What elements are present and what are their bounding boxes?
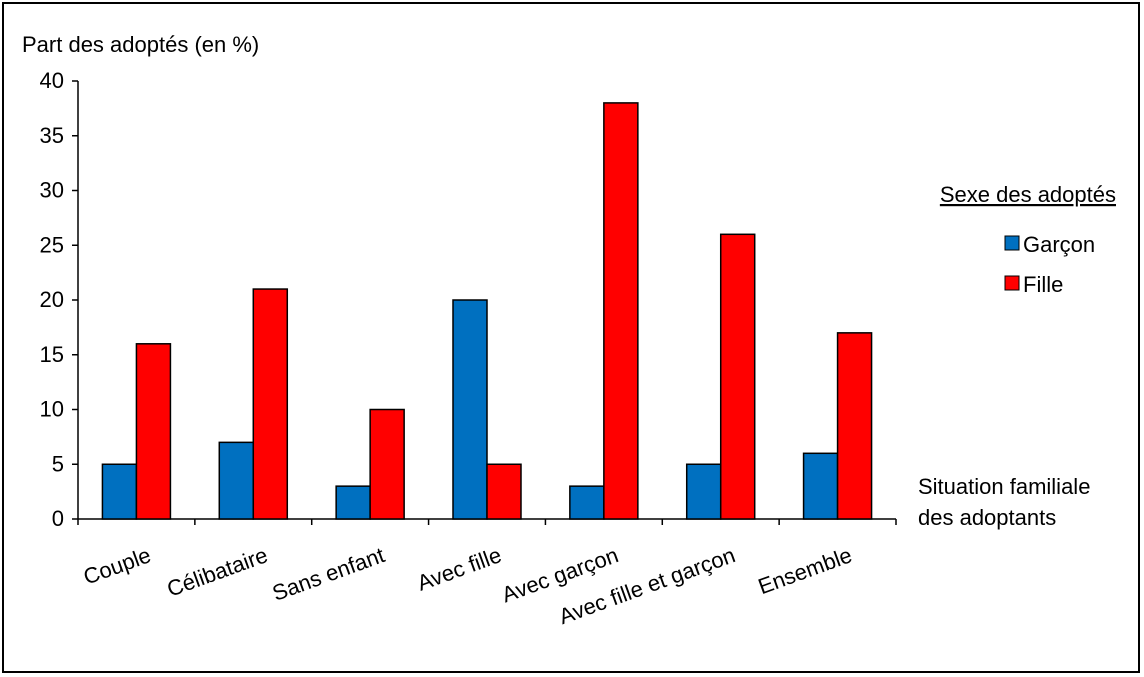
- y-tick-label: 20: [40, 287, 64, 312]
- legend: Garçon Fille: [1004, 232, 1095, 297]
- x-tick-label: Célibataire: [164, 542, 271, 601]
- legend-label: Fille: [1023, 272, 1063, 297]
- y-tick-label: 0: [52, 506, 64, 531]
- x-tick-label: Sans enfant: [269, 542, 388, 606]
- y-tick-label: 5: [52, 451, 64, 476]
- x-axis-label-line1: Situation familiale: [918, 474, 1090, 499]
- bars: [101, 102, 873, 520]
- y-axis: 0 5 10 15 20 25 30 35 40: [40, 68, 79, 531]
- bar-garcon: [569, 485, 605, 520]
- x-axis: [77, 518, 897, 525]
- legend-label: Garçon: [1023, 232, 1095, 257]
- y-tick-label: 15: [40, 342, 64, 367]
- legend-swatch: [1004, 235, 1020, 251]
- y-axis-label: Part des adoptés (en %): [22, 32, 259, 57]
- x-tick-label: Avec fille: [414, 542, 505, 595]
- y-tick-label: 10: [40, 397, 64, 422]
- y-tick-label: 30: [40, 178, 64, 203]
- x-tick-label: Ensemble: [755, 542, 855, 599]
- bar-garcon: [335, 485, 371, 520]
- bar-garcon: [452, 299, 488, 520]
- bar-fille: [252, 288, 289, 520]
- bar-fille: [836, 332, 873, 520]
- y-tick-label: 35: [40, 123, 64, 148]
- bar-fille: [486, 463, 522, 520]
- bar-fille: [135, 343, 172, 520]
- legend-title: Sexe des adoptés: [940, 182, 1116, 207]
- y-tick-label: 25: [40, 232, 64, 257]
- bar-garcon: [802, 452, 839, 520]
- x-tick-label: Couple: [80, 542, 154, 589]
- bar-fille: [369, 408, 405, 520]
- bar-garcon: [101, 463, 138, 520]
- bar-garcon: [218, 441, 255, 520]
- bar-fille: [719, 233, 756, 520]
- y-tick-label: 40: [40, 68, 64, 93]
- bar-fille: [603, 102, 639, 520]
- legend-swatch: [1004, 275, 1020, 291]
- bar-garcon: [685, 463, 722, 520]
- x-axis-label-line2: des adoptants: [918, 505, 1056, 530]
